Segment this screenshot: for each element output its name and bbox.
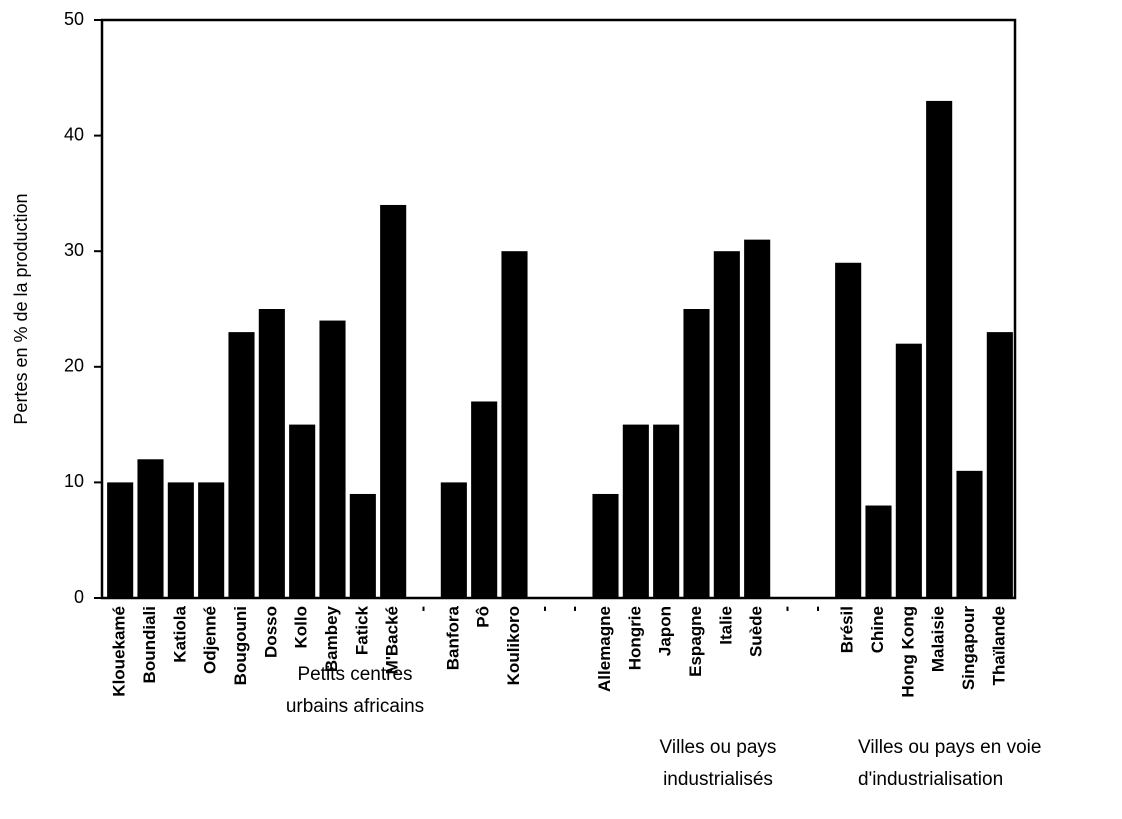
- x-tick-label: -: [777, 606, 796, 612]
- x-tick-label: Klouekamé: [110, 606, 129, 697]
- y-tick-label: 40: [64, 124, 84, 144]
- bar: [744, 239, 771, 598]
- bar: [471, 401, 498, 598]
- x-tick-label: -: [534, 606, 553, 612]
- x-tick-label: Japon: [656, 606, 675, 656]
- bar: [895, 343, 922, 598]
- x-tick-label: -: [565, 606, 584, 612]
- bar: [713, 251, 740, 598]
- bar: [349, 493, 376, 598]
- bar: [835, 262, 862, 598]
- x-tick-label: Thaïlande: [989, 606, 1008, 685]
- y-tick-label: 20: [64, 356, 84, 376]
- y-tick-label: 30: [64, 240, 84, 260]
- x-tick-label: Bambey: [322, 605, 341, 672]
- x-tick-label: Italie: [716, 606, 735, 645]
- bar: [683, 309, 710, 598]
- group-label: industrialisés: [663, 769, 773, 790]
- x-tick-label: Malaisie: [929, 606, 948, 672]
- bar: [501, 251, 528, 598]
- x-tick-label: M'Backé: [383, 606, 402, 674]
- x-tick-label: Singapour: [959, 606, 978, 690]
- x-tick-label: Pô: [474, 606, 493, 628]
- x-tick-label: Hong Kong: [898, 606, 917, 698]
- y-tick-label: 10: [64, 471, 84, 491]
- bar: [167, 482, 194, 598]
- bar: [592, 493, 619, 598]
- x-tick-label: Brésil: [838, 606, 857, 653]
- group-label: Villes ou pays en voie: [858, 737, 1041, 758]
- x-tick-label: Dosso: [261, 606, 280, 658]
- bar: [228, 332, 255, 598]
- x-tick-label: Odjenné: [201, 606, 220, 674]
- bar: [956, 470, 983, 598]
- x-tick-label: Boundiali: [140, 606, 159, 683]
- x-tick-label: -: [807, 606, 826, 612]
- bar: [865, 505, 892, 598]
- x-tick-label: Koulikoro: [504, 606, 523, 685]
- x-tick-label: Banfora: [443, 605, 462, 670]
- group-label: urbains africains: [286, 696, 424, 717]
- bar: [137, 459, 164, 598]
- y-axis-label: Pertes en % de la production: [11, 193, 31, 424]
- x-tick-label: -: [413, 606, 432, 612]
- x-tick-label: Bougouni: [231, 606, 250, 685]
- bar: [107, 482, 134, 598]
- y-tick-label: 0: [74, 587, 84, 607]
- x-tick-label: Hongrie: [625, 606, 644, 670]
- x-tick-label: Chine: [868, 606, 887, 653]
- x-tick-label: Espagne: [686, 606, 705, 677]
- bar: [319, 320, 346, 598]
- bar: [289, 424, 316, 598]
- bar: [380, 204, 407, 598]
- plot-frame: [100, 18, 1017, 600]
- x-tick-label: Suède: [747, 606, 766, 657]
- group-label: d'industrialisation: [858, 769, 1003, 790]
- x-tick-label: Fatick: [352, 605, 371, 655]
- bar: [986, 332, 1013, 598]
- x-tick-label: Kollo: [292, 606, 311, 649]
- group-label: Villes ou pays: [660, 737, 777, 758]
- x-tick-label: Katiola: [170, 605, 189, 662]
- bar: [258, 309, 285, 598]
- x-tick-label: Allemagne: [595, 606, 614, 692]
- group-label: Petits centres: [297, 664, 412, 685]
- bar: [440, 482, 467, 598]
- bar: [653, 424, 680, 598]
- bar: [926, 100, 953, 599]
- y-tick-label: 50: [64, 9, 84, 29]
- bar: [622, 424, 649, 598]
- bar: [198, 482, 225, 598]
